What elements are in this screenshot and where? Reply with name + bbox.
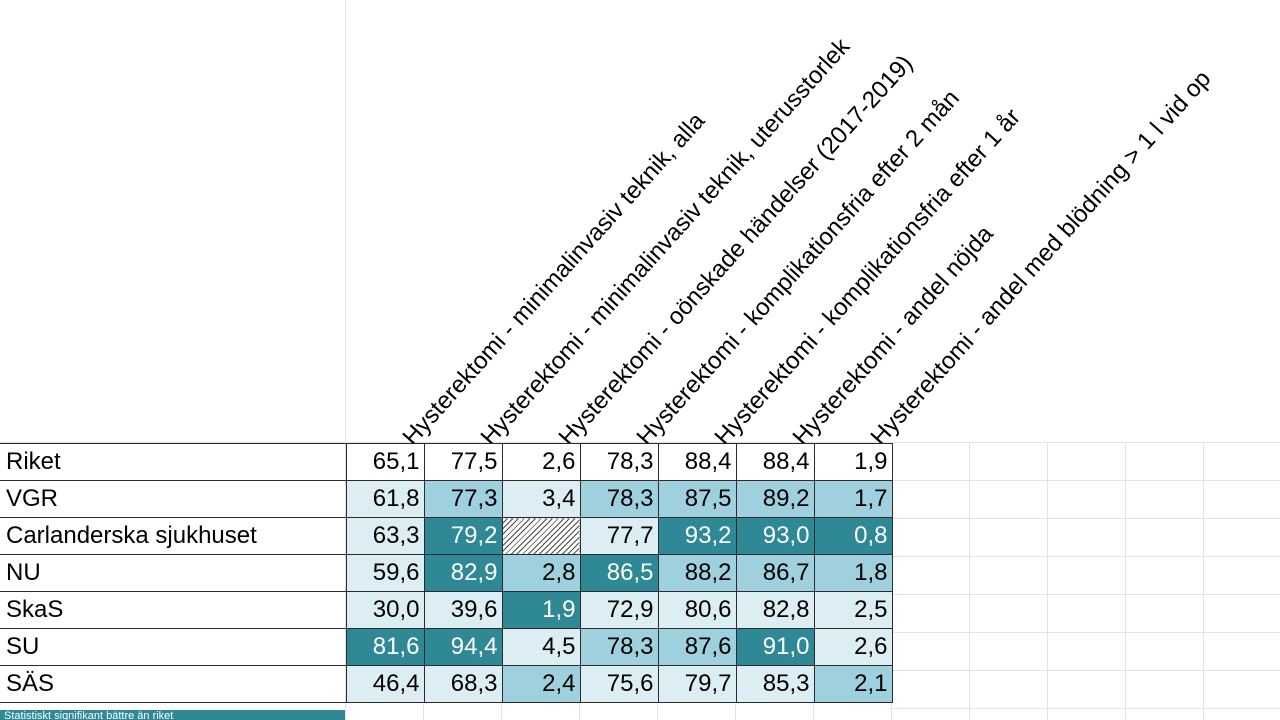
row-label[interactable]: Carlanderska sjukhuset (0, 517, 347, 555)
table-cell[interactable]: 1,7 (813, 480, 893, 518)
table-cell[interactable]: 82,9 (423, 554, 503, 592)
table-cell[interactable]: 85,3 (735, 665, 815, 703)
table-cell[interactable]: 2,4 (501, 665, 581, 703)
row-label[interactable]: NU (0, 554, 347, 592)
table-row: Riket 65,1 77,5 2,6 78,3 88,4 88,4 1,9 (0, 443, 893, 481)
table-row: SU 81,6 94,4 4,5 78,3 87,6 91,0 2,6 (0, 628, 893, 666)
table-cell[interactable]: 65,1 (345, 443, 425, 481)
gridline (891, 480, 1280, 481)
table-cell[interactable]: 79,7 (657, 665, 737, 703)
table-cell[interactable]: 2,5 (813, 591, 893, 629)
table-cell[interactable]: 39,6 (423, 591, 503, 629)
row-label[interactable]: SkaS (0, 591, 347, 629)
table-cell[interactable]: 89,2 (735, 480, 815, 518)
table-cell[interactable] (501, 517, 581, 555)
table-cell[interactable]: 94,4 (423, 628, 503, 666)
table-cell[interactable]: 87,6 (657, 628, 737, 666)
table-cell[interactable]: 79,2 (423, 517, 503, 555)
gridline (891, 594, 1280, 595)
table-cell[interactable]: 75,6 (579, 665, 659, 703)
table-cell[interactable]: 4,5 (501, 628, 581, 666)
gridline (891, 518, 1280, 519)
results-table: Riket 65,1 77,5 2,6 78,3 88,4 88,4 1,9 V… (0, 443, 893, 703)
table-cell[interactable]: 86,5 (579, 554, 659, 592)
table-cell[interactable]: 80,6 (657, 591, 737, 629)
gridline (1047, 443, 1048, 720)
table-cell[interactable]: 91,0 (735, 628, 815, 666)
table-cell[interactable]: 2,8 (501, 554, 581, 592)
row-label[interactable]: VGR (0, 480, 347, 518)
table-cell[interactable]: 3,4 (501, 480, 581, 518)
table-row: SkaS 30,0 39,6 1,9 72,9 80,6 82,8 2,5 (0, 591, 893, 629)
gridline (1203, 443, 1204, 720)
column-header[interactable]: Hysterektomi - minimalinvasiv teknik, ut… (475, 33, 856, 451)
table-row: VGR 61,8 77,3 3,4 78,3 87,5 89,2 1,7 (0, 480, 893, 518)
column-header[interactable]: Hysterektomi - oönskade händelser (2017-… (553, 49, 919, 451)
table-cell[interactable]: 0,8 (813, 517, 893, 555)
table-cell[interactable]: 1,9 (813, 443, 893, 481)
gridline (345, 0, 346, 720)
table-cell[interactable]: 2,6 (501, 443, 581, 481)
table-cell[interactable]: 88,2 (657, 554, 737, 592)
table-cell[interactable]: 61,8 (345, 480, 425, 518)
table-cell[interactable]: 93,0 (735, 517, 815, 555)
legend-note: Statistiskt signifikant bättre än riket (0, 710, 345, 720)
row-label[interactable]: Riket (0, 443, 347, 481)
table-cell[interactable]: 88,4 (735, 443, 815, 481)
gridline (969, 443, 970, 720)
table-cell[interactable]: 1,8 (813, 554, 893, 592)
gridline (891, 670, 1280, 671)
table-cell[interactable]: 30,0 (345, 591, 425, 629)
table-cell[interactable]: 2,1 (813, 665, 893, 703)
table-cell[interactable]: 77,7 (579, 517, 659, 555)
table-cell[interactable]: 1,9 (501, 591, 581, 629)
table-row: Carlanderska sjukhuset 63,3 79,2 77,7 93… (0, 517, 893, 555)
row-label[interactable]: SU (0, 628, 347, 666)
table-cell[interactable]: 63,3 (345, 517, 425, 555)
gridline (891, 556, 1280, 557)
table-cell[interactable]: 72,9 (579, 591, 659, 629)
table-cell[interactable]: 59,6 (345, 554, 425, 592)
table-cell[interactable]: 78,3 (579, 480, 659, 518)
table-cell[interactable]: 81,6 (345, 628, 425, 666)
table-cell[interactable]: 78,3 (579, 443, 659, 481)
table-cell[interactable]: 88,4 (657, 443, 737, 481)
table-row: SÄS 46,4 68,3 2,4 75,6 79,7 85,3 2,1 (0, 665, 893, 703)
gridline (891, 632, 1280, 633)
table-cell[interactable]: 46,4 (345, 665, 425, 703)
table-cell[interactable]: 77,5 (423, 443, 503, 481)
table-cell[interactable]: 68,3 (423, 665, 503, 703)
table-cell[interactable]: 2,6 (813, 628, 893, 666)
table-cell[interactable]: 78,3 (579, 628, 659, 666)
table-row: NU 59,6 82,9 2,8 86,5 88,2 86,7 1,8 (0, 554, 893, 592)
gridline (0, 442, 1280, 443)
row-label[interactable]: SÄS (0, 665, 347, 703)
table-cell[interactable]: 77,3 (423, 480, 503, 518)
gridline (1125, 443, 1126, 720)
table-cell[interactable]: 87,5 (657, 480, 737, 518)
table-cell[interactable]: 93,2 (657, 517, 737, 555)
table-cell[interactable]: 82,8 (735, 591, 815, 629)
table-cell[interactable]: 86,7 (735, 554, 815, 592)
gridline (891, 708, 1280, 709)
